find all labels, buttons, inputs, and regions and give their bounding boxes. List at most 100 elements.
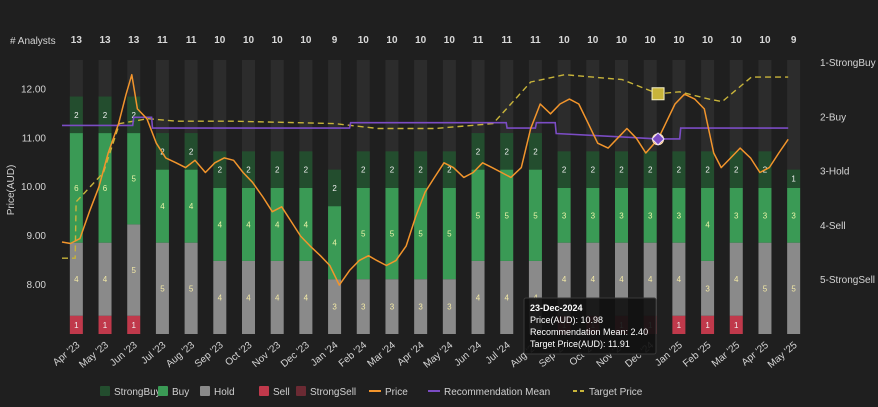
bar-segment-label: 5 [189, 284, 194, 293]
bar-segment-buy [385, 187, 399, 280]
recommendation-mean-marker [651, 132, 665, 146]
bar-segment-buy [69, 133, 83, 243]
analyst-count: 11 [157, 35, 168, 46]
bar-segment-strong-buy [270, 151, 284, 188]
bar-segment-hold [127, 224, 141, 316]
bar-segment-label: 2 [218, 166, 223, 175]
legend[interactable]: StrongBuy Buy Hold Sell StrongSell Price Recom… [100, 386, 643, 398]
analyst-count: 10 [358, 35, 370, 46]
bar-segment-buy [127, 133, 141, 225]
bar-segment-label: 2 [74, 111, 79, 120]
analyst-count: 10 [300, 35, 312, 46]
bar-segment-label: 2 [304, 166, 309, 175]
tooltip-mean: Recommendation Mean: 2.40 [530, 327, 648, 337]
analyst-count: 10 [386, 35, 398, 46]
y-left-axis-label: Price(AUD) [6, 165, 17, 216]
bar-segment-label: 5 [418, 230, 423, 239]
bar-segment-label: 2 [648, 166, 653, 175]
bar-segment-label: 3 [591, 211, 596, 220]
bar-segment-label: 5 [132, 175, 137, 184]
bar-segment-label: 2 [103, 111, 108, 120]
bar-segment-buy [270, 187, 284, 261]
bar-segment-label: 4 [218, 293, 223, 302]
analyst-count: 13 [128, 35, 140, 46]
bar-segment-strong-buy [528, 133, 542, 170]
bar-segment-label: 5 [390, 230, 395, 239]
bar-segment-buy [242, 187, 255, 261]
legend-label: Buy [172, 387, 189, 398]
bar-segment-label: 1 [705, 321, 710, 330]
bar-segment-hold [356, 279, 370, 334]
bar-segment-label: 3 [390, 303, 395, 312]
bar-segment-sell [127, 315, 141, 334]
bar-segment-label: 4 [562, 275, 567, 284]
bar-segment-label: 3 [791, 211, 796, 220]
bar-segment-hold [155, 242, 169, 334]
analyst-count: 13 [99, 35, 111, 46]
y-right-tick-label: 2-Buy [820, 112, 846, 123]
bar-segment-label: 4 [619, 275, 624, 284]
bar-segment-label: 4 [304, 293, 309, 302]
analyst-count: 10 [243, 35, 255, 46]
bar-segment-strong-buy [98, 96, 112, 134]
bar-segment-strong-buy [500, 133, 514, 170]
bar-segment-strong-buy [213, 151, 227, 188]
legend-swatch-strong-buy [100, 386, 110, 396]
target-price-marker [651, 87, 665, 101]
bar-segment-label: 2 [705, 166, 710, 175]
analyst-count: 10 [645, 35, 657, 46]
bar-segment-hold [471, 260, 485, 334]
tooltip-date: 23-Dec-2024 [530, 303, 583, 313]
bar-segment-label: 4 [476, 293, 481, 302]
bar-segment-hold [385, 279, 399, 334]
bar-segment-label: 2 [505, 147, 510, 156]
bar-segment-label: 4 [648, 275, 653, 284]
bar-segment-label: 4 [591, 275, 596, 284]
bar-segment-label: 1 [677, 321, 682, 330]
bar-segment-label: 3 [677, 211, 682, 220]
bar-segment-label: 3 [562, 211, 567, 220]
tooltip-target: Target Price(AUD): 11.91 [530, 339, 630, 349]
bar-segment-hold [213, 260, 227, 334]
rating-bars: 1462146215525425424424424424423423523523… [69, 60, 801, 334]
y-left-tick-label: 9.00 [27, 231, 47, 242]
bar-segment-label: 4 [677, 275, 682, 284]
bar-segment-hold [615, 242, 628, 316]
legend-swatch-strong-sell [296, 386, 306, 396]
bar-segment-label: 1 [791, 175, 796, 184]
bar-segment-strong-buy [299, 151, 313, 188]
bar-segment-label: 4 [103, 275, 108, 284]
bar-segment-sell [69, 315, 83, 334]
analyst-count: 11 [530, 35, 541, 46]
bar-segment-label: 5 [763, 284, 768, 293]
bar-segment-label: 6 [74, 184, 79, 193]
bar-segment-strong-buy [442, 151, 456, 188]
y-left-tick-label: 12.00 [21, 84, 46, 95]
bar-segment-label: 2 [562, 166, 567, 175]
analyst-count: 9 [791, 35, 797, 46]
bar-segment-label: 5 [791, 284, 796, 293]
bar-segment-label: 1 [74, 321, 79, 330]
bar-segment-buy [643, 187, 657, 243]
bar-segment-buy [328, 206, 342, 280]
bar-segment-buy [155, 169, 169, 243]
y-left-tick-label: 11.00 [22, 133, 47, 144]
hover-tooltip: 23-Dec-2024 Price(AUD): 10.98 Recommendati… [523, 297, 657, 355]
bar-segment-buy [213, 187, 227, 261]
bar-segment-strong-buy [414, 151, 428, 188]
bar-segment-label: 1 [103, 321, 108, 330]
legend-label: Price [385, 387, 408, 398]
bar-segment-label: 1 [132, 321, 137, 330]
bar-segment-label: 2 [476, 147, 481, 156]
series-lines [61, 73, 789, 286]
bar-segment-hold [69, 242, 83, 316]
legend-label: StrongBuy [114, 387, 161, 398]
bar-segment-buy [471, 169, 485, 261]
legend-label: Sell [273, 387, 290, 398]
bar-segment-label: 5 [160, 284, 165, 293]
bar-segment-label: 3 [332, 303, 337, 312]
bar-segment-buy [557, 187, 571, 243]
y-left-tick-label: 10.00 [21, 182, 46, 193]
bar-segment-label: 5 [447, 230, 452, 239]
bar-segment-strong-buy [356, 151, 370, 188]
